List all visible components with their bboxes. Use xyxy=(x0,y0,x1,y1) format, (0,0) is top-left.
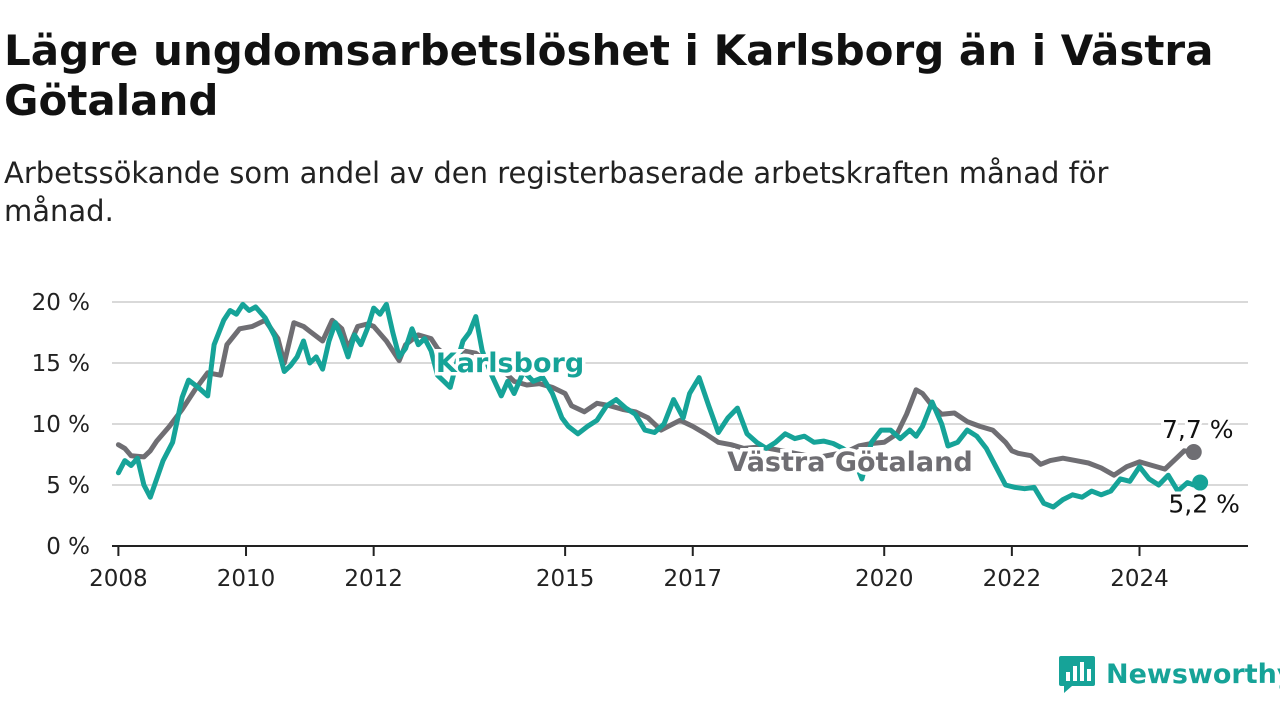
series-line-karlsborg xyxy=(115,301,1203,510)
y-tick-label: 5 % xyxy=(46,473,90,499)
newsworthy-logo-icon xyxy=(1059,656,1095,693)
end-point-karlsborg xyxy=(1192,474,1209,491)
newsworthy-brand: Newsworthy xyxy=(1058,654,1280,694)
series-labels: 7,7 % 5,2 % Västra Götaland Karlsborg xyxy=(432,345,1243,522)
y-tick-label: 15 % xyxy=(32,351,90,377)
series-name-label: Karlsborg xyxy=(436,348,584,379)
x-tick-label: 2020 xyxy=(855,566,914,592)
x-tick-label: 2015 xyxy=(536,566,595,592)
y-tick-label: 0 % xyxy=(46,534,90,560)
x-tick-label: 2017 xyxy=(663,566,722,592)
series-name-label: Västra Götaland xyxy=(727,447,972,478)
y-tick-label: 20 % xyxy=(32,290,90,316)
chart-title: Lägre ungdomsarbetslöshet i Karlsborg än… xyxy=(4,26,1214,125)
x-tick-label: 2008 xyxy=(89,566,148,592)
end-point-v-stra-g-taland xyxy=(1185,444,1202,461)
gridlines xyxy=(112,301,1248,486)
end-value-label: 7,7 % xyxy=(1162,415,1233,444)
y-tick-label: 10 % xyxy=(32,412,90,438)
chart-subtitle: Arbetssökande som andel av den registerb… xyxy=(4,156,1109,228)
x-tick-label: 2024 xyxy=(1110,566,1169,592)
y-axis: 0 % 5 % 10 % 15 % 20 % xyxy=(32,290,90,560)
x-tick-label: 2010 xyxy=(217,566,276,592)
end-value-label: 5,2 % xyxy=(1168,490,1239,519)
x-tick-label: 2022 xyxy=(983,566,1042,592)
x-tick-label: 2012 xyxy=(344,566,403,592)
series-lines xyxy=(115,301,1209,510)
brand-name: Newsworthy xyxy=(1106,658,1280,690)
series-line-v-stra-g-taland xyxy=(115,317,1197,478)
x-axis: 2008 2010 2012 2015 2017 2020 2022 2024 xyxy=(89,546,1169,592)
